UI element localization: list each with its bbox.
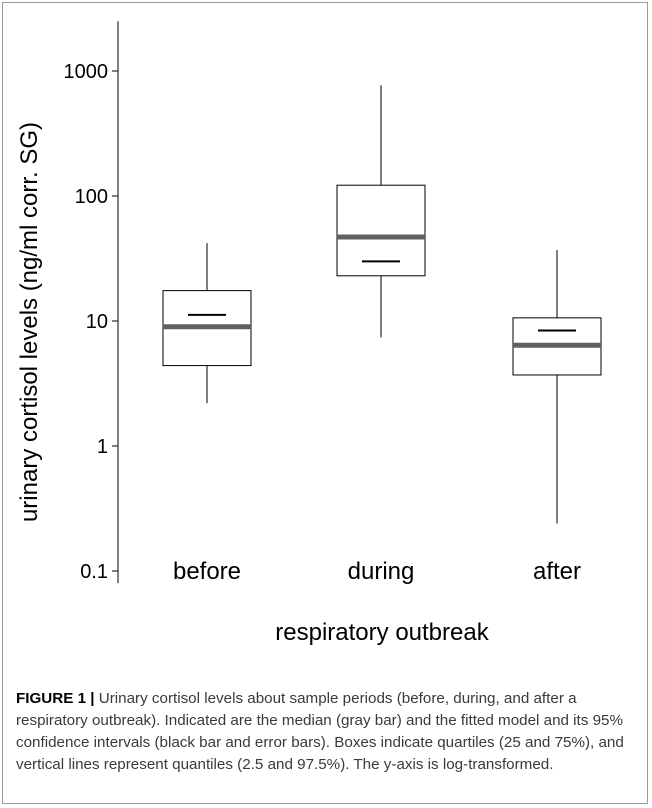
y-tick-label: 1 [97, 436, 108, 458]
y-tick-label: 1000 [64, 61, 109, 83]
x-tick-label: before [173, 558, 241, 585]
x-tick-label: after [533, 558, 581, 585]
box-after [512, 249, 602, 524]
box-before [162, 243, 252, 404]
x-axis-label: respiratory outbreak [275, 619, 489, 646]
box-series [162, 85, 602, 524]
box-plot: 0.1 1 10 100 1000 before during after urinary … [16, 21, 602, 646]
y-tick-label: 0.1 [80, 561, 108, 583]
figure-caption: FIGURE 1 | Urinary cortisol levels about… [16, 688, 638, 776]
y-tick-label: 10 [86, 311, 108, 333]
x-tick-label: during [348, 558, 415, 585]
caption-text: Urinary cortisol levels about sample per… [16, 690, 624, 773]
box-during [336, 85, 426, 338]
y-axis: 0.1 1 10 100 1000 [64, 21, 119, 584]
x-tick-labels: before during after [173, 558, 581, 585]
caption-label: FIGURE 1 | [16, 690, 95, 707]
y-tick-label: 100 [75, 186, 108, 208]
y-axis-label: urinary cortisol levels (ng/ml corr. SG) [16, 122, 43, 522]
